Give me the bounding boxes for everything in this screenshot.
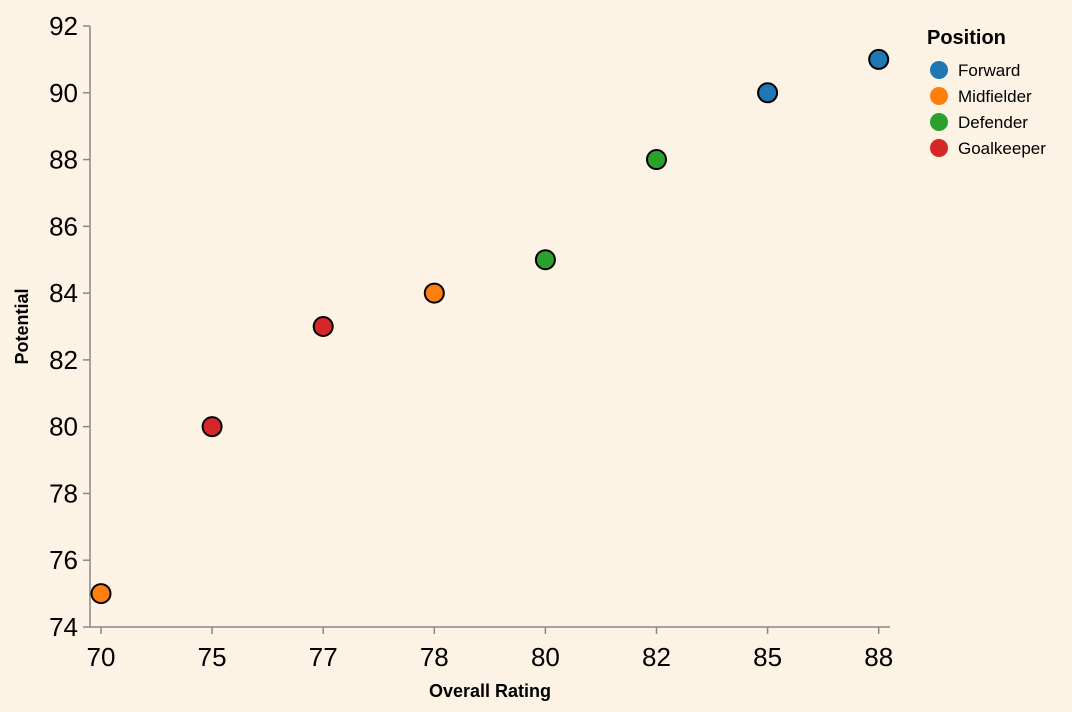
- y-tick-label: 76: [49, 545, 78, 575]
- legend: Position Forward Midfielder Defender Goalke…: [927, 27, 1046, 158]
- y-tick-label: 82: [49, 345, 78, 375]
- y-tick-label: 80: [49, 412, 78, 442]
- x-tick-label: 85: [753, 642, 782, 672]
- legend-label-forward: Forward: [958, 61, 1020, 80]
- x-tick-label: 80: [531, 642, 560, 672]
- data-point-forward: [868, 48, 890, 70]
- y-axis-title: Potential: [12, 288, 32, 364]
- y-tick-label: 86: [49, 211, 78, 241]
- data-point-forward: [757, 82, 779, 104]
- y-tick-label: 90: [49, 78, 78, 108]
- legend-label-midfielder: Midfielder: [958, 87, 1032, 106]
- x-tick-label: 75: [198, 642, 227, 672]
- legend-title: Position: [927, 27, 1006, 49]
- x-tick-label: 88: [864, 642, 893, 672]
- legend-label-goalkeeper: Goalkeeper: [958, 139, 1046, 158]
- data-point-goalkeeper: [312, 316, 334, 337]
- y-tick-label: 74: [49, 612, 78, 642]
- legend-swatch-midfielder: [930, 87, 948, 105]
- x-tick-label: 77: [309, 642, 338, 672]
- data-point-defender: [646, 149, 667, 171]
- legend-swatch-goalkeeper: [930, 139, 948, 157]
- legend-label-defender: Defender: [958, 113, 1028, 132]
- x-tick-label: 78: [420, 642, 449, 672]
- y-tick-label: 78: [49, 478, 78, 508]
- data-point-defender: [534, 249, 556, 271]
- data-point-midfielder: [423, 282, 445, 304]
- legend-swatch-forward: [930, 61, 948, 79]
- x-axis: 70 75 77 78 80 82 85 88: [87, 626, 893, 672]
- y-tick-label: 92: [49, 11, 78, 41]
- x-tick-label: 70: [87, 642, 116, 672]
- x-axis-title: Overall Rating: [429, 681, 551, 701]
- legend-swatch-defender: [930, 113, 948, 131]
- data-point-goalkeeper: [201, 416, 223, 438]
- y-tick-label: 84: [49, 278, 78, 308]
- y-axis: 74 76 78 80 82 84 86 88 90 92: [49, 11, 91, 642]
- x-tick-label: 82: [642, 642, 671, 672]
- data-point-midfielder: [90, 583, 112, 605]
- data-points: [90, 48, 890, 605]
- y-tick-label: 88: [49, 145, 78, 175]
